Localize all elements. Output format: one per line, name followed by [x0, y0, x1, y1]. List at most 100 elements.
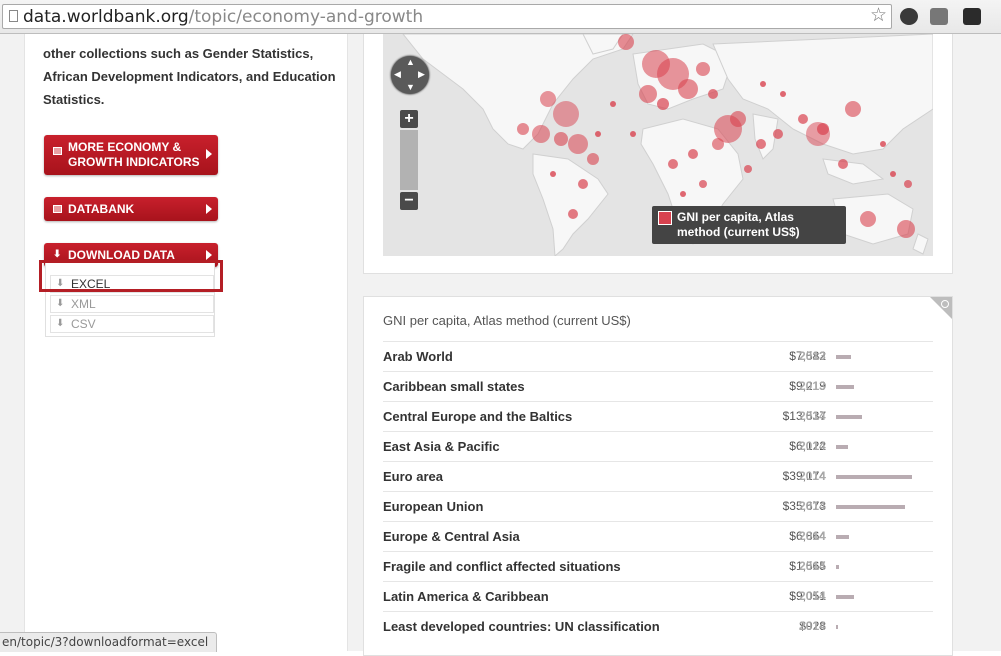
- value-bar: [836, 565, 839, 569]
- pan-up-icon[interactable]: ▲: [406, 57, 415, 67]
- map-markers: [517, 34, 915, 238]
- north-america: [402, 34, 634, 150]
- greenland: [582, 34, 624, 55]
- download-options-list: ⬇ EXCEL ⬇ XML ⬇ CSV: [45, 261, 215, 337]
- pan-down-icon[interactable]: ▼: [406, 82, 415, 92]
- indicator-table: Arab World $7,582 2013 Caribbean small stat…: [383, 341, 933, 641]
- bookmark-star-icon[interactable]: ☆: [869, 5, 887, 26]
- download-option-label: XML: [71, 297, 96, 311]
- country-name[interactable]: Central Europe and the Baltics: [383, 409, 573, 424]
- download-xml-option[interactable]: ⬇ XML: [50, 295, 214, 313]
- indicator-year: 2014: [799, 469, 826, 483]
- indicator-value: $35,673: [782, 499, 826, 513]
- map-pan-control[interactable]: ▲ ◀ ▶ ▼: [391, 56, 429, 94]
- indicator-year: 2013: [799, 349, 826, 363]
- table-row[interactable]: Arab World $7,582 2013: [383, 341, 933, 371]
- indicator-value: $9,219: [789, 379, 826, 393]
- value-bar: [836, 535, 849, 539]
- value-bar: [836, 445, 848, 449]
- chevron-right-icon: [206, 149, 212, 159]
- country-name[interactable]: European Union: [383, 499, 484, 514]
- extension-puzzle-icon[interactable]: [930, 8, 948, 25]
- indicator-year: 2014: [799, 409, 826, 423]
- indicator-value: $928: [799, 619, 826, 633]
- legend-line-2: method (current US$): [677, 225, 800, 239]
- country-name[interactable]: Caribbean small states: [383, 379, 525, 394]
- indicator-value: $9,051: [789, 589, 826, 603]
- download-arrow-icon: ⬇: [56, 318, 65, 329]
- table-row[interactable]: Central Europe and the Baltics $13,537 201…: [383, 401, 933, 431]
- value-bar: [836, 505, 905, 509]
- chart-icon: [53, 205, 62, 213]
- pan-left-icon[interactable]: ◀: [394, 69, 401, 79]
- pan-right-icon[interactable]: ▶: [418, 69, 425, 79]
- indicator-year: 2014: [799, 439, 826, 453]
- databank-label: DATABANK: [68, 202, 135, 216]
- extension-cast-icon[interactable]: [963, 8, 981, 25]
- page-icon: [9, 10, 18, 22]
- zoom-slider[interactable]: [400, 130, 418, 190]
- value-bar: [836, 355, 851, 359]
- more-indicators-label-2: GROWTH INDICATORS: [68, 155, 200, 169]
- world-map[interactable]: ▲ ◀ ▶ ▼ + − GNI per capita, Atlas method…: [383, 34, 933, 256]
- url-path: /topic/economy-and-growth: [188, 7, 424, 27]
- table-row[interactable]: Caribbean small states $9,219 2013: [383, 371, 933, 401]
- download-arrow-icon: ⬇: [56, 278, 65, 289]
- evernote-extension-icon[interactable]: [900, 8, 918, 25]
- table-row[interactable]: Latin America & Caribbean $9,051 2014: [383, 581, 933, 611]
- browser-toolbar: data.worldbank.org/topic/economy-and-gro…: [0, 0, 1001, 34]
- legend-line-1: GNI per capita, Atlas: [677, 210, 794, 224]
- indicator-year: 2014: [799, 559, 826, 573]
- download-option-label: CSV: [71, 317, 96, 331]
- chevron-right-icon: [206, 250, 212, 260]
- table-row[interactable]: Fragile and conflict affected situations…: [383, 551, 933, 581]
- indicator-value: $39,174: [782, 469, 826, 483]
- indicator-value: $7,582: [789, 349, 826, 363]
- intro-text: other collections such as Gender Statist…: [43, 46, 336, 107]
- country-name[interactable]: Fragile and conflict affected situations: [383, 559, 621, 574]
- table-row[interactable]: European Union $35,673 2014: [383, 491, 933, 521]
- table-title: GNI per capita, Atlas method (current US…: [383, 313, 631, 328]
- country-name[interactable]: Latin America & Caribbean: [383, 589, 549, 604]
- legend-text: GNI per capita, Atlas method (current US…: [677, 210, 837, 240]
- map-svg: [402, 34, 933, 256]
- page-content: other collections such as Gender Statist…: [0, 34, 1001, 656]
- country-name[interactable]: East Asia & Pacific: [383, 439, 500, 454]
- indicator-value: $1,565: [789, 559, 826, 573]
- indicator-value: $13,537: [782, 409, 826, 423]
- asia: [712, 34, 933, 155]
- new-zealand: [912, 233, 929, 255]
- download-csv-option[interactable]: ⬇ CSV: [50, 315, 214, 333]
- zoom-out-button[interactable]: −: [400, 192, 418, 210]
- country-name[interactable]: Euro area: [383, 469, 443, 484]
- magnify-corner-icon[interactable]: [930, 297, 952, 319]
- download-data-label: DOWNLOAD DATA: [68, 248, 175, 262]
- value-bar: [836, 595, 854, 599]
- table-row[interactable]: East Asia & Pacific $6,122 2014: [383, 431, 933, 461]
- value-bar: [836, 385, 854, 389]
- download-excel-option[interactable]: ⬇ EXCEL: [50, 275, 214, 293]
- indicator-year: 2014: [799, 619, 826, 633]
- map-legend: GNI per capita, Atlas method (current US…: [652, 206, 846, 244]
- url-text[interactable]: data.worldbank.org/topic/economy-and-gro…: [23, 8, 423, 26]
- indicator-year: 2013: [799, 379, 826, 393]
- more-indicators-button[interactable]: MORE ECONOMY & GROWTH INDICATORS: [44, 135, 218, 175]
- databank-button[interactable]: DATABANK: [44, 197, 218, 221]
- country-name[interactable]: Least developed countries: UN classifica…: [383, 619, 660, 634]
- indicator-table-panel: GNI per capita, Atlas method (current US…: [363, 296, 953, 656]
- address-bar[interactable]: data.worldbank.org/topic/economy-and-gro…: [2, 4, 892, 29]
- status-bar: en/topic/3?downloadformat=excel: [0, 632, 218, 652]
- country-name[interactable]: Arab World: [383, 349, 453, 364]
- country-name[interactable]: Europe & Central Asia: [383, 529, 520, 544]
- zoom-in-button[interactable]: +: [400, 110, 418, 128]
- table-row[interactable]: Least developed countries: UN classifica…: [383, 611, 933, 641]
- indicator-year: 2014: [799, 499, 826, 513]
- table-row[interactable]: Europe & Central Asia $6,864 2014: [383, 521, 933, 551]
- more-indicators-label-1: MORE ECONOMY &: [68, 140, 182, 154]
- download-option-label: EXCEL: [71, 277, 111, 291]
- table-row[interactable]: Euro area $39,174 2014: [383, 461, 933, 491]
- sidebar: other collections such as Gender Statist…: [24, 34, 348, 651]
- indicator-value: $6,864: [789, 529, 826, 543]
- legend-swatch: [658, 211, 672, 225]
- map-panel: ▲ ◀ ▶ ▼ + − GNI per capita, Atlas method…: [363, 34, 953, 274]
